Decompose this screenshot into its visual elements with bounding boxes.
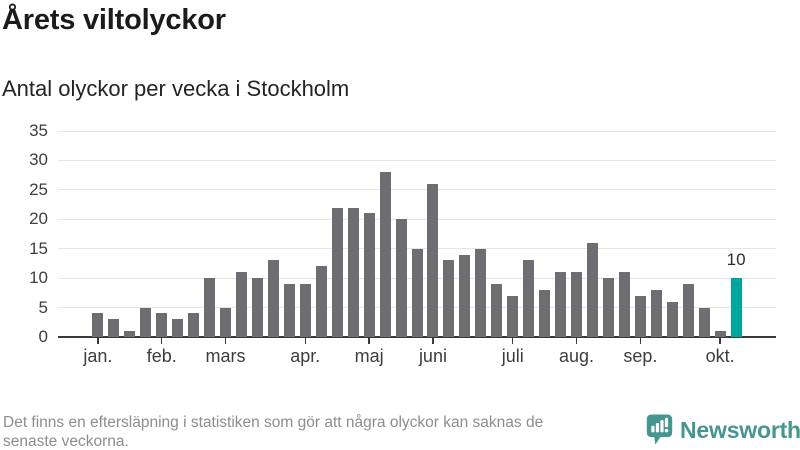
bar — [698, 307, 710, 337]
x-axis-tick — [575, 338, 578, 344]
x-axis-month-label: mars — [205, 346, 246, 366]
y-axis-label: 5 — [38, 297, 48, 317]
y-axis-label: 25 — [29, 179, 48, 199]
bar — [443, 260, 455, 337]
newsworthy-bubble-chart-icon — [646, 414, 673, 446]
bar — [235, 272, 247, 337]
bar-chart: 0 5 10 15 20 25 30 35 10 jan. feb. mars apr. maj juni j… — [29, 121, 776, 366]
bar — [634, 295, 646, 337]
bar — [140, 307, 152, 337]
x-axis-tick — [639, 338, 642, 344]
bar — [92, 313, 104, 337]
newsworthy-logo-text: Newsworthy — [680, 416, 800, 443]
bar — [571, 272, 583, 337]
bar — [156, 313, 168, 337]
x-axis-line — [58, 336, 776, 338]
x-axis-month-label: apr. — [290, 346, 321, 366]
bar — [475, 248, 487, 337]
y-axis-label: 0 — [38, 327, 48, 346]
x-axis-tick — [719, 338, 721, 344]
x-axis-tick — [511, 338, 514, 344]
x-axis-tick — [368, 338, 370, 344]
bar — [188, 313, 200, 337]
footnote-line-1: Det finns en eftersläpning i statistiken… — [3, 414, 544, 431]
bar — [411, 248, 423, 337]
x-axis-month-label: okt. — [705, 346, 735, 366]
x-axis-tick — [304, 338, 307, 344]
bar — [507, 295, 519, 337]
bar — [682, 284, 694, 337]
gridline — [58, 218, 776, 220]
bar-highlight-latest-week — [730, 278, 742, 337]
bar — [539, 289, 551, 337]
bar — [395, 219, 407, 337]
bar — [491, 284, 503, 337]
bar — [618, 272, 630, 337]
bar — [251, 278, 263, 337]
bar — [204, 278, 216, 337]
x-axis-month-label: aug. — [559, 346, 595, 366]
y-axis-label: 15 — [29, 238, 48, 258]
bar — [587, 242, 598, 337]
x-axis-month-label: jan. — [83, 346, 113, 366]
bar — [602, 278, 614, 337]
chart-subtitle: Antal olyckor per vecka i Stockholm — [2, 76, 350, 101]
x-axis-month-label: sep. — [623, 346, 658, 366]
bar — [714, 331, 726, 337]
bar — [555, 272, 567, 337]
newsworthy-logo[interactable]: Newsworthy — [646, 414, 800, 446]
bar — [331, 207, 343, 337]
bar — [220, 307, 232, 337]
y-axis-label: 30 — [29, 150, 48, 170]
bar — [124, 331, 136, 337]
gridline — [58, 159, 776, 161]
bar — [108, 319, 120, 337]
x-axis-month-label: maj — [354, 346, 384, 366]
bar — [283, 284, 295, 337]
x-axis-month-label: juni — [418, 346, 447, 366]
y-axis-label: 35 — [29, 121, 48, 140]
x-axis-tick — [97, 338, 99, 344]
x-axis-tick — [224, 338, 227, 344]
bar — [379, 172, 391, 337]
y-axis-label: 10 — [29, 268, 48, 288]
bar — [363, 213, 375, 337]
y-axis-label: 20 — [29, 209, 48, 229]
bar — [172, 319, 184, 337]
bar — [315, 266, 327, 337]
bar — [427, 183, 439, 337]
bar — [666, 301, 678, 337]
x-axis-tick — [432, 338, 434, 344]
footnote: Det finns en eftersläpning i statistiken… — [3, 413, 633, 450]
bar — [650, 289, 662, 337]
bar — [267, 260, 279, 337]
bar — [523, 260, 535, 337]
gridline — [58, 130, 776, 132]
highlight-value-label: 10 — [726, 250, 746, 270]
footnote-line-2: senaste veckorna. — [3, 433, 129, 450]
bar — [299, 284, 311, 337]
x-axis-tick — [160, 338, 163, 344]
chart-title: Årets viltolyckor — [2, 4, 226, 36]
x-axis-month-label: juli — [501, 346, 524, 366]
bar — [459, 254, 471, 337]
bar — [347, 207, 359, 337]
x-axis-month-label: feb. — [146, 346, 177, 366]
gridline — [58, 189, 776, 191]
